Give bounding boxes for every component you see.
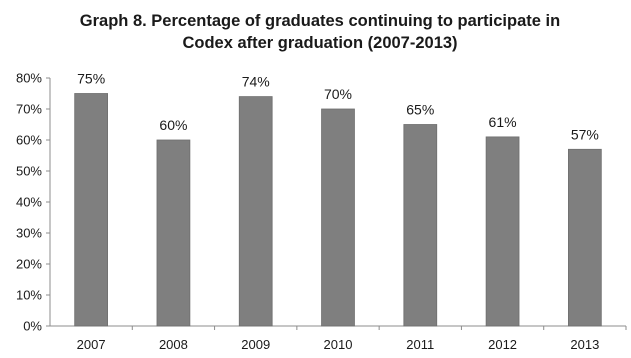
- y-tick-label: 60%: [16, 133, 42, 148]
- data-label-2007: 75%: [77, 71, 105, 87]
- y-tick-label: 70%: [16, 102, 42, 117]
- x-tick-label-2013: 2013: [570, 337, 599, 352]
- y-tick-label: 30%: [16, 226, 42, 241]
- x-tick-label-2009: 2009: [241, 337, 270, 352]
- y-tick-label: 80%: [16, 71, 42, 86]
- y-tick-label: 10%: [16, 288, 42, 303]
- bar-2013: [568, 148, 602, 327]
- x-tick-label-2011: 2011: [406, 337, 434, 352]
- x-tick-label-2008: 2008: [159, 337, 188, 352]
- y-tick-label: 40%: [16, 195, 42, 210]
- chart-title: Graph 8. Percentage of graduates continu…: [40, 10, 600, 54]
- bar-2008: [156, 139, 191, 327]
- data-labels: 75% 60% 74% 70% 65% 61% 57%: [77, 71, 599, 143]
- y-tick-label: 50%: [16, 164, 42, 179]
- x-tick-label-2012: 2012: [488, 337, 517, 352]
- y-axis: 0% 10% 20% 30% 40% 50% 60% 70% 80%: [16, 71, 51, 334]
- bars: [74, 93, 602, 327]
- x-tick-label-2007: 2007: [77, 337, 106, 352]
- data-label-2010: 70%: [324, 86, 352, 102]
- bar-2011: [403, 124, 438, 327]
- bar-2010: [321, 108, 355, 327]
- bar-2007: [74, 93, 109, 327]
- chart-title-line-1: Graph 8. Percentage of graduates continu…: [79, 12, 561, 30]
- data-label-2013: 57%: [571, 126, 599, 142]
- bar-2012: [485, 136, 520, 327]
- chart-title-line-2: Codex after graduation (2007-2013): [182, 34, 458, 52]
- data-label-2011: 65%: [406, 102, 434, 118]
- x-axis: 2007 2008 2009 2010 2011 2012 2013: [50, 325, 627, 352]
- y-tick-label: 20%: [16, 257, 42, 272]
- bar-2009: [238, 96, 273, 327]
- data-label-2009: 74%: [242, 74, 270, 90]
- data-label-2008: 60%: [159, 117, 187, 133]
- data-label-2012: 61%: [489, 114, 517, 130]
- y-tick-label: 0%: [23, 319, 42, 334]
- x-tick-label-2010: 2010: [324, 337, 353, 352]
